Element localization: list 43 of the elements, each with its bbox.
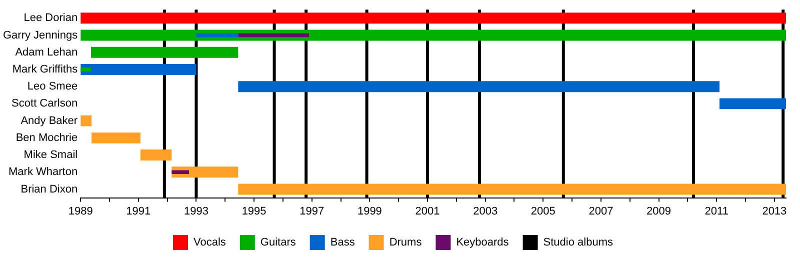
x-tick-label: 1995 <box>242 205 266 218</box>
x-tick-label: 2013 <box>762 205 787 218</box>
x-tick-label: 2003 <box>473 205 498 218</box>
legend-label: Vocals <box>194 236 226 249</box>
x-tick-label: 1989 <box>68 205 93 218</box>
bar <box>80 12 786 24</box>
y-tick-label: Mark Wharton <box>8 166 78 178</box>
bar <box>172 166 238 178</box>
x-tick-label: 1999 <box>357 205 382 218</box>
bar <box>172 170 189 174</box>
x-tick-label: 2001 <box>415 205 440 218</box>
x-tick-label: 1991 <box>126 205 151 218</box>
bar <box>80 30 786 41</box>
y-tick-label: Scott Carlson <box>12 98 78 110</box>
x-tick-label: 2011 <box>704 205 728 218</box>
y-tick-label: Leo Smee <box>27 80 78 93</box>
x-tick-label: 2009 <box>646 205 672 218</box>
legend-label: Drums <box>389 236 422 249</box>
y-tick-label: Garry Jennings <box>2 29 78 42</box>
legend-label: Bass <box>330 236 356 249</box>
bar <box>80 64 196 75</box>
y-tick-label: Ben Mochrie <box>16 132 78 144</box>
legend-label: Guitars <box>260 236 296 249</box>
x-tick-label: 1993 <box>184 205 208 218</box>
y-tick-label: Mike Smail <box>24 149 78 162</box>
x-tick-label: 1997 <box>300 205 324 218</box>
bar <box>238 81 720 92</box>
bar <box>238 184 786 195</box>
y-tick-label: Andy Baker <box>20 114 78 127</box>
bar <box>92 132 140 144</box>
bar <box>720 98 786 110</box>
y-tick-label: Lee Dorian <box>24 12 78 24</box>
x-tick-label: 2005 <box>530 205 556 218</box>
x-tick-label: 2007 <box>588 205 614 218</box>
bar <box>90 46 238 58</box>
y-tick-label: Brian Dixon <box>20 183 78 196</box>
y-tick-label: Mark Griffiths <box>12 64 78 76</box>
bar <box>238 33 309 38</box>
bar <box>140 150 172 160</box>
legend-label: Keyboards <box>456 236 510 249</box>
legend-label: Studio albums <box>543 236 614 249</box>
y-tick-label: Adam Lehan <box>15 46 78 58</box>
bar <box>80 115 92 126</box>
